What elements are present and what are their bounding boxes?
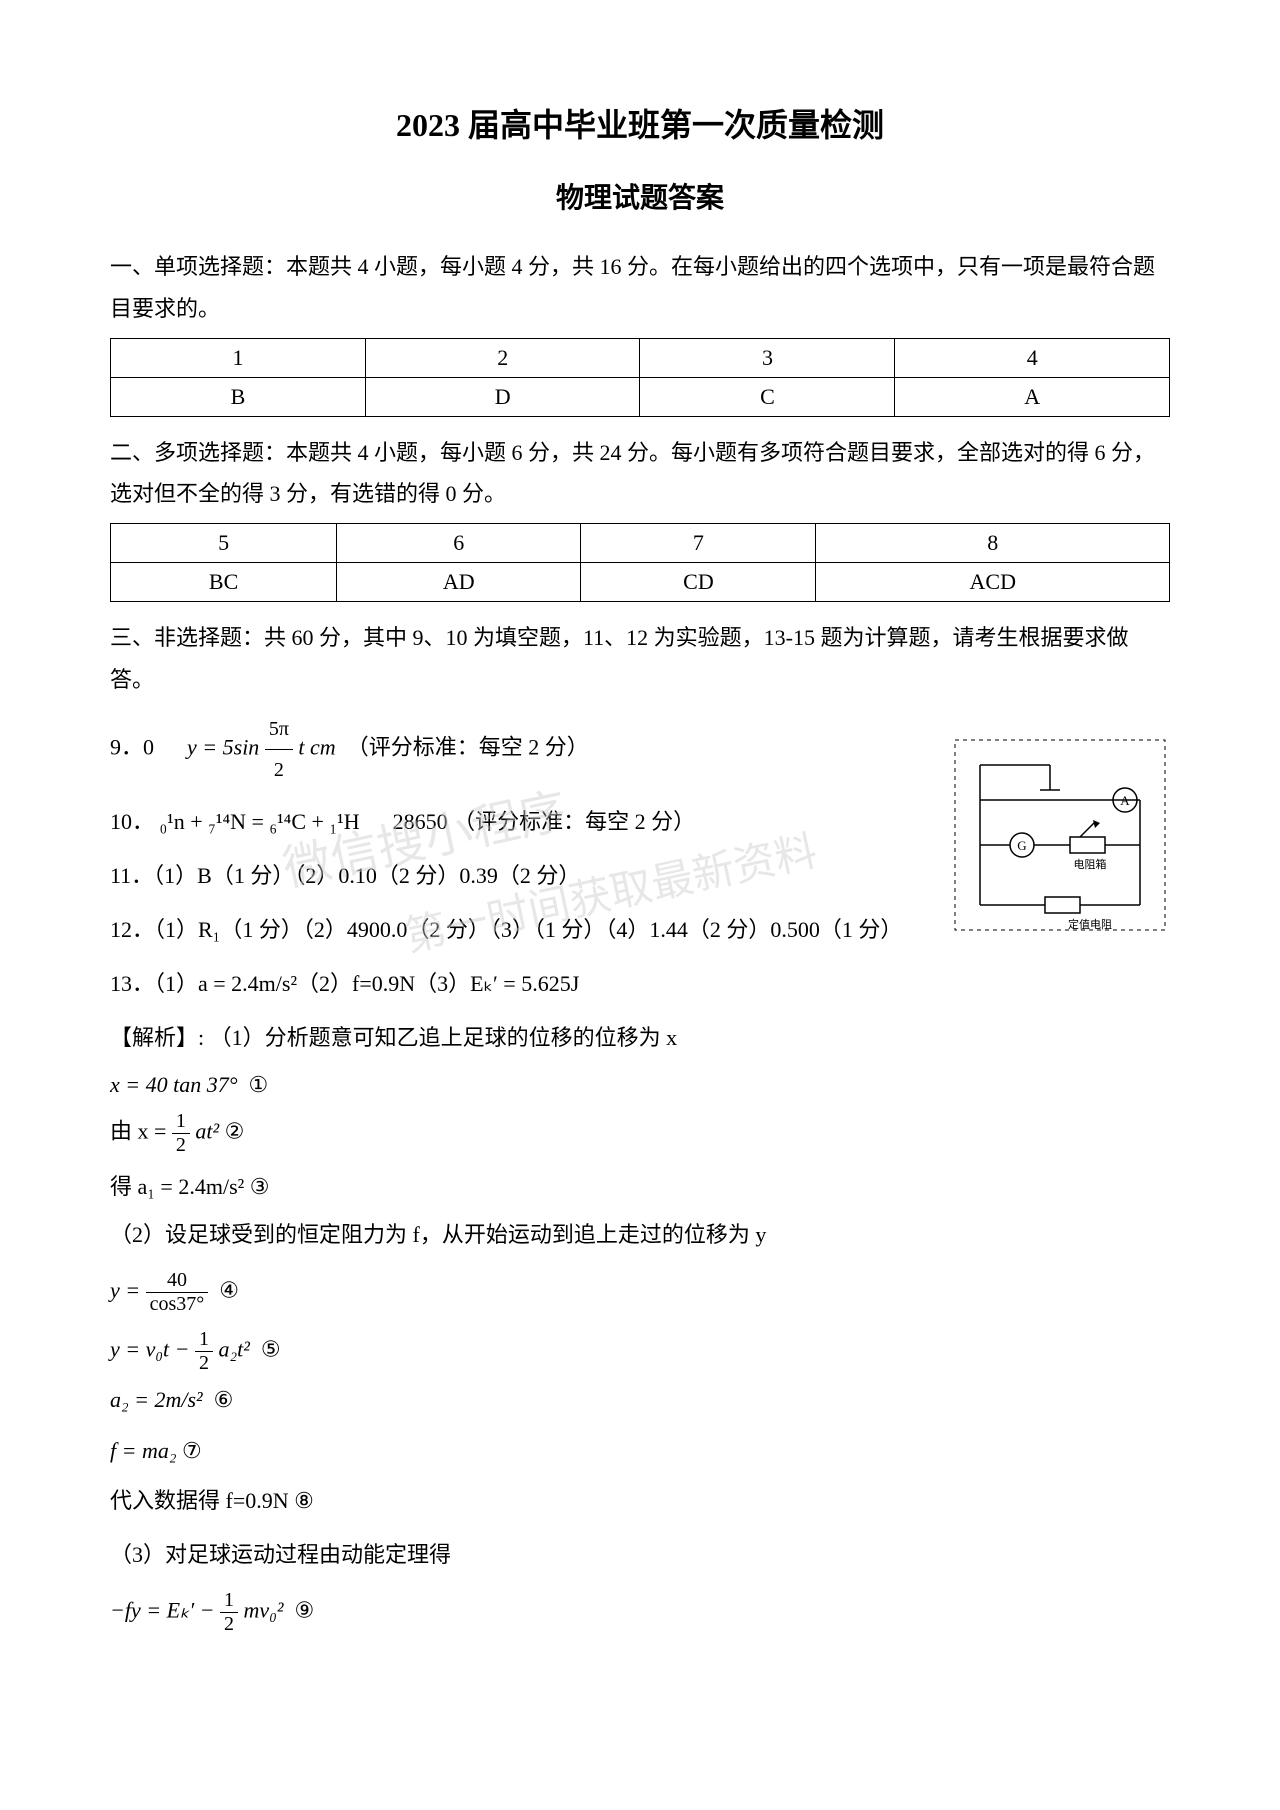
q13-analysis: 【解析】: （1）分析题意可知乙追上足球的位移的位移为 x	[110, 1016, 1170, 1060]
eq6-text: a₂ = 2m/s²	[110, 1387, 203, 1412]
eq4-left: y =	[110, 1277, 146, 1302]
page-subtitle: 物理试题答案	[110, 176, 1170, 216]
eq2-frac: 1 2	[172, 1110, 190, 1157]
eq7-num: ⑦	[182, 1438, 202, 1463]
eq6: a₂ = 2m/s² ⑥	[110, 1387, 1170, 1413]
cell: 4	[895, 338, 1170, 377]
table-row: B D C A	[111, 377, 1170, 416]
section1-intro: 一、单项选择题：本题共 4 小题，每小题 4 分，共 16 分。在每小题给出的四…	[110, 246, 1170, 330]
frac-num: 1	[172, 1110, 190, 1134]
eq4-frac: 40 cos37°	[146, 1269, 209, 1316]
step2-text: （2）设足球受到的恒定阻力为 f，从开始运动到追上走过的位移为 y	[110, 1213, 1170, 1257]
eq9-frac: 1 2	[220, 1589, 238, 1636]
frac-den: 2	[195, 1352, 213, 1375]
label-box: 电阻箱	[1074, 857, 1107, 871]
circuit-diagram: A G 电阻箱 定值电阻	[950, 735, 1170, 935]
label-res: 定值电阻	[1068, 917, 1112, 931]
eq3-text: 得 a₁ = 2.4m/s²	[110, 1174, 244, 1199]
section3-intro: 三、非选择题：共 60 分，其中 9、10 为填空题，11、12 为实验题，13…	[110, 617, 1170, 701]
cell: D	[365, 377, 640, 416]
label-A: A	[1120, 793, 1130, 808]
frac-num: 1	[195, 1328, 213, 1352]
q9-frac: 5π 2	[265, 709, 293, 790]
frac-num: 40	[146, 1269, 209, 1293]
eq5-frac: 1 2	[195, 1328, 213, 1375]
eq8-num: ⑧	[294, 1488, 314, 1513]
eq5: y = v₀t − 1 2 a₂t² ⑤	[110, 1328, 1170, 1375]
eq9: −fy = Eₖ′ − 1 2 mv₀² ⑨	[110, 1589, 1170, 1636]
frac-num: 5π	[265, 709, 293, 750]
label-G: G	[1017, 838, 1026, 853]
eq8-text: 代入数据得 f=0.9N	[110, 1488, 289, 1513]
cell: 5	[111, 524, 337, 563]
cell: ACD	[816, 563, 1170, 602]
table-row: 5 6 7 8	[111, 524, 1170, 563]
cell: AD	[337, 563, 581, 602]
cell: 1	[111, 338, 366, 377]
frac-num: 1	[220, 1589, 238, 1613]
cell: C	[640, 377, 895, 416]
cell: B	[111, 377, 366, 416]
q9-prefix: 9．0	[110, 734, 154, 759]
eq3-num: ③	[250, 1174, 270, 1199]
step1-text: （1）分析题意可知乙追上足球的位移的位移为 x	[210, 1025, 678, 1050]
eq9-suffix: mv₀²	[244, 1597, 284, 1622]
eq7: f = ma₂ ⑦	[110, 1438, 1170, 1464]
eq7-text: f = ma₂	[110, 1438, 177, 1463]
eq2-num: ②	[225, 1118, 245, 1143]
cell: A	[895, 377, 1170, 416]
eq5-num: ⑤	[261, 1336, 281, 1361]
eq1: x = 40 tan 37° ①	[110, 1072, 1170, 1098]
q10-note: （评分标准：每空 2 分）	[453, 809, 695, 834]
eq1-num: ①	[249, 1072, 269, 1097]
q9-eq-left: y = 5sin	[187, 734, 259, 759]
eq2: 由 x = 1 2 at² ②	[110, 1110, 1170, 1157]
step3-text: （3）对足球运动过程由动能定理得	[110, 1533, 1170, 1577]
table-section1: 1 2 3 4 B D C A	[110, 338, 1170, 417]
frac-den: cos37°	[146, 1293, 209, 1316]
table-row: BC AD CD ACD	[111, 563, 1170, 602]
eq3: 得 a₁ = 2.4m/s² ③	[110, 1169, 1170, 1201]
q10-num: 28650	[393, 809, 448, 834]
cell: CD	[581, 563, 816, 602]
table-section2: 5 6 7 8 BC AD CD ACD	[110, 523, 1170, 602]
q10-eq: ₀¹n + ₇¹⁴N = ₆¹⁴C + ₁¹H	[160, 809, 360, 834]
section2-intro: 二、多项选择题：本题共 4 小题，每小题 6 分，共 24 分。每小题有多项符合…	[110, 432, 1170, 516]
q10-prefix: 10．	[110, 809, 154, 834]
eq9-num: ⑨	[294, 1597, 314, 1622]
cell: BC	[111, 563, 337, 602]
cell: 6	[337, 524, 581, 563]
q13-header: 13．（1）a = 2.4m/s²（2）f=0.9N（3）Eₖ′ = 5.625…	[110, 962, 1170, 1006]
analysis-label: 【解析】:	[110, 1025, 204, 1050]
cell: 2	[365, 338, 640, 377]
eq4-num: ④	[219, 1277, 239, 1302]
eq8: 代入数据得 f=0.9N ⑧	[110, 1479, 1170, 1523]
eq2-suffix: at²	[195, 1118, 219, 1143]
q9-note: （评分标准：每空 2 分）	[347, 734, 589, 759]
page-title: 2023 届高中毕业班第一次质量检测	[110, 100, 1170, 146]
q9-eq-right: t cm	[298, 734, 335, 759]
eq4: y = 40 cos37° ④	[110, 1269, 1170, 1316]
frac-den: 2	[172, 1134, 190, 1157]
eq5-suffix: a₂t²	[218, 1336, 249, 1361]
cell: 7	[581, 524, 816, 563]
cell: 3	[640, 338, 895, 377]
cell: 8	[816, 524, 1170, 563]
eq6-num: ⑥	[214, 1387, 234, 1412]
eq1-left: x = 40 tan 37°	[110, 1072, 238, 1097]
eq2-prefix: 由 x =	[110, 1118, 172, 1143]
eq9-left: −fy = Eₖ′ −	[110, 1597, 220, 1622]
eq5-left: y = v₀t −	[110, 1336, 195, 1361]
frac-den: 2	[265, 750, 293, 790]
frac-den: 2	[220, 1613, 238, 1636]
table-row: 1 2 3 4	[111, 338, 1170, 377]
